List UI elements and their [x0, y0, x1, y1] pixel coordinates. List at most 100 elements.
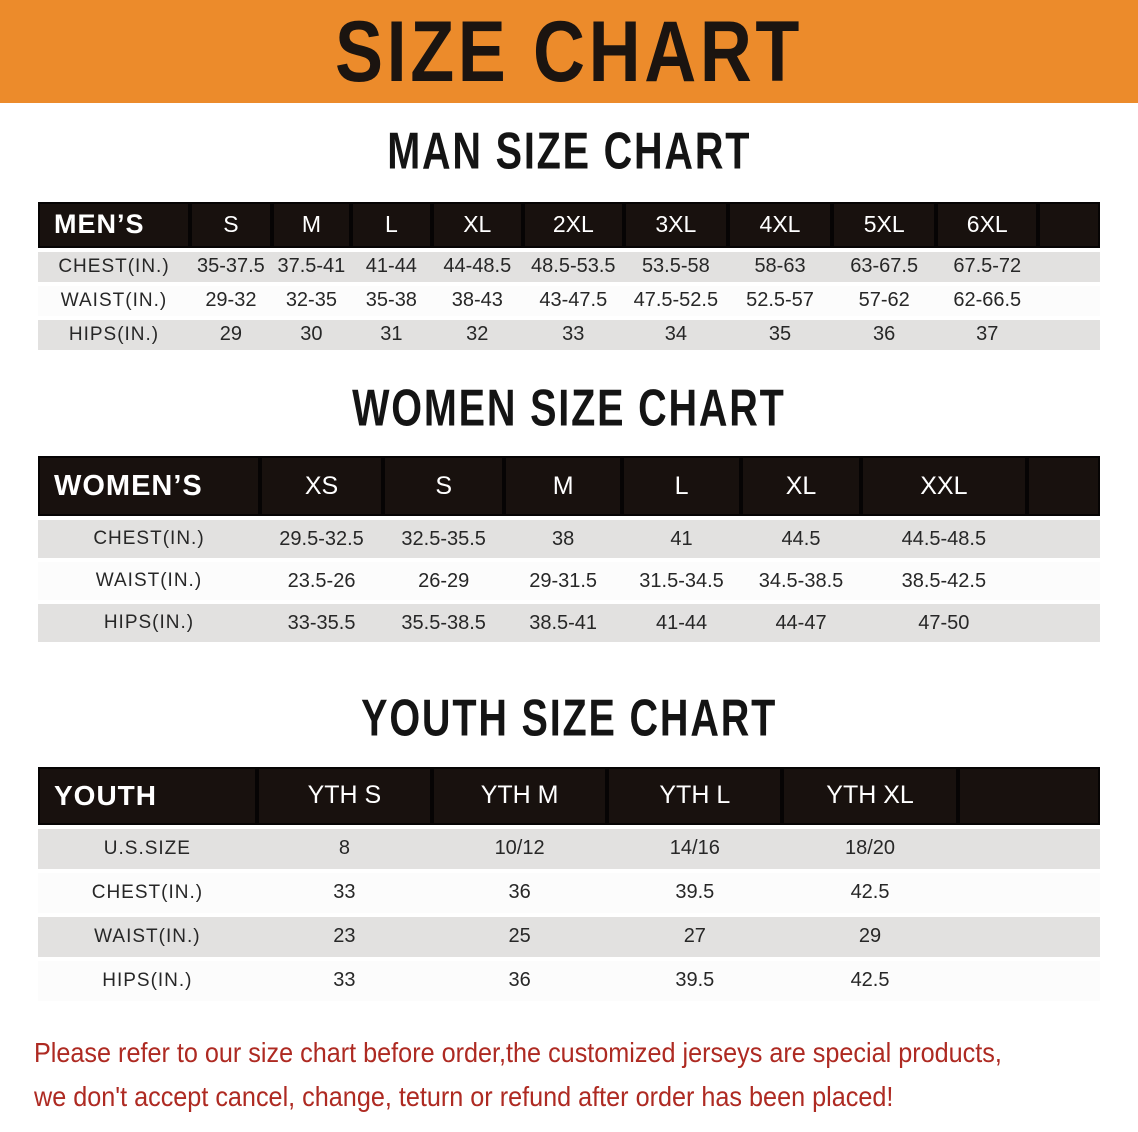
size-value: 35	[727, 319, 833, 350]
table-title: MEN’S	[38, 201, 190, 248]
row-spacer	[957, 916, 1100, 957]
header-spacer	[1026, 456, 1100, 517]
size-value: 38	[504, 520, 623, 559]
size-value: 31.5-34.5	[622, 562, 742, 601]
disclaimer-line-2: we don't accept cancel, change, teturn o…	[34, 1080, 894, 1112]
column-header: L	[622, 456, 742, 517]
size-value: 33	[256, 872, 432, 913]
size-value: 32.5-35.5	[383, 520, 505, 559]
size-value: 32-35	[271, 285, 351, 316]
column-header: XXL	[861, 456, 1027, 517]
size-value: 63-67.5	[832, 251, 937, 282]
column-header: L	[350, 201, 432, 248]
column-header: M	[504, 456, 623, 517]
women-section-heading: WOMEN SIZE CHART	[0, 379, 1138, 437]
size-value: 33	[522, 319, 624, 350]
size-value: 42.5	[782, 872, 958, 913]
column-header: YTH XL	[782, 766, 958, 825]
size-value: 33-35.5	[259, 604, 384, 643]
column-header: 2XL	[522, 201, 624, 248]
row-spacer	[957, 960, 1100, 1001]
size-value: 44-48.5	[431, 251, 523, 282]
size-value: 38.5-42.5	[861, 562, 1027, 601]
disclaimer: Please refer to our size chart before or…	[34, 1031, 1128, 1119]
size-value: 14/16	[607, 828, 783, 869]
row-label: WAIST(IN.)	[38, 562, 260, 601]
size-value: 29	[189, 319, 272, 350]
column-header: S	[189, 201, 272, 248]
size-value: 31	[350, 319, 432, 350]
table-row: CHEST(IN.) 29.5-32.5 32.5-35.5 38 41 44.5 44.5…	[38, 520, 1100, 559]
column-header: XL	[431, 201, 523, 248]
table-row: HIPS(IN.) 33-35.5 35.5-38.5 38.5-41 41-44 44-…	[38, 604, 1100, 643]
size-value: 33	[256, 960, 432, 1001]
size-value: 37.5-41	[271, 251, 351, 282]
row-spacer	[1038, 285, 1100, 316]
size-table: WOMEN’S XS S M L XL XXL CHEST(IN.) 29.5-32.5 32.5…	[38, 452, 1100, 646]
size-value: 38.5-41	[504, 604, 623, 643]
size-value: 38-43	[431, 285, 523, 316]
column-header: S	[383, 456, 505, 517]
size-value: 26-29	[383, 562, 505, 601]
row-label: HIPS(IN.)	[38, 960, 257, 1001]
table-row: HIPS(IN.) 33 36 39.5 42.5	[38, 960, 1100, 1001]
men-section-heading: MAN SIZE CHART	[0, 122, 1138, 180]
column-header: 6XL	[936, 201, 1039, 248]
size-value: 29-32	[189, 285, 272, 316]
size-value: 23	[256, 916, 432, 957]
row-spacer	[1026, 520, 1100, 559]
size-value: 41	[622, 520, 742, 559]
row-label: CHEST(IN.)	[38, 251, 190, 282]
banner-title: SIZE CHART	[335, 2, 803, 100]
column-header: YTH M	[431, 766, 608, 825]
size-value: 27	[607, 916, 783, 957]
size-value: 44.5	[741, 520, 862, 559]
size-value: 8	[256, 828, 432, 869]
row-label: WAIST(IN.)	[38, 285, 190, 316]
size-table: YOUTH YTH S YTH M YTH L YTH XL U.S.SIZE 8 10/12…	[38, 763, 1100, 1005]
row-spacer	[957, 828, 1100, 869]
disclaimer-line-1: Please refer to our size chart before or…	[34, 1036, 1002, 1068]
size-value: 48.5-53.5	[522, 251, 624, 282]
table-header-row: YOUTH YTH S YTH M YTH L YTH XL	[38, 766, 1100, 825]
row-spacer	[1026, 604, 1100, 643]
table-row: WAIST(IN.) 23 25 27 29	[38, 916, 1100, 957]
size-value: 36	[431, 960, 608, 1001]
size-value: 52.5-57	[727, 285, 833, 316]
youth-size-table: YOUTH YTH S YTH M YTH L YTH XL U.S.SIZE 8 10/12…	[38, 763, 1100, 1005]
column-header: XL	[741, 456, 862, 517]
size-value: 32	[431, 319, 523, 350]
column-header: YTH L	[607, 766, 783, 825]
size-chart-banner: SIZE CHART	[0, 0, 1138, 103]
column-header: XS	[259, 456, 384, 517]
table-header-row: MEN’S S M L XL 2XL 3XL 4XL 5XL 6XL	[38, 201, 1100, 248]
men-section-heading-text: MAN SIZE CHART	[387, 122, 751, 181]
size-value: 43-47.5	[522, 285, 624, 316]
row-label: HIPS(IN.)	[38, 319, 190, 350]
header-spacer	[957, 766, 1100, 825]
size-value: 34.5-38.5	[741, 562, 862, 601]
size-value: 67.5-72	[936, 251, 1039, 282]
size-value: 36	[832, 319, 937, 350]
size-value: 10/12	[431, 828, 608, 869]
size-value: 41-44	[350, 251, 432, 282]
women-section-heading-text: WOMEN SIZE CHART	[352, 379, 786, 437]
size-value: 29.5-32.5	[259, 520, 384, 559]
column-header: M	[271, 201, 351, 248]
table-title: WOMEN’S	[38, 456, 260, 517]
table-row: CHEST(IN.) 33 36 39.5 42.5	[38, 872, 1100, 913]
table-row: U.S.SIZE 8 10/12 14/16 18/20	[38, 828, 1100, 869]
header-spacer	[1038, 201, 1100, 248]
row-label: CHEST(IN.)	[38, 520, 260, 559]
size-value: 18/20	[782, 828, 958, 869]
table-title: YOUTH	[38, 766, 257, 825]
men-size-section: MAN SIZE CHART MEN’S S M L XL 2XL 3XL 4XL 5XL 6XL…	[0, 122, 1138, 354]
size-value: 53.5-58	[623, 251, 728, 282]
size-value: 23.5-26	[259, 562, 384, 601]
size-value: 36	[431, 872, 608, 913]
size-value: 25	[431, 916, 608, 957]
size-value: 37	[936, 319, 1039, 350]
size-value: 47-50	[861, 604, 1027, 643]
size-value: 29	[782, 916, 958, 957]
youth-section-heading: YOUTH SIZE CHART	[0, 690, 1138, 748]
